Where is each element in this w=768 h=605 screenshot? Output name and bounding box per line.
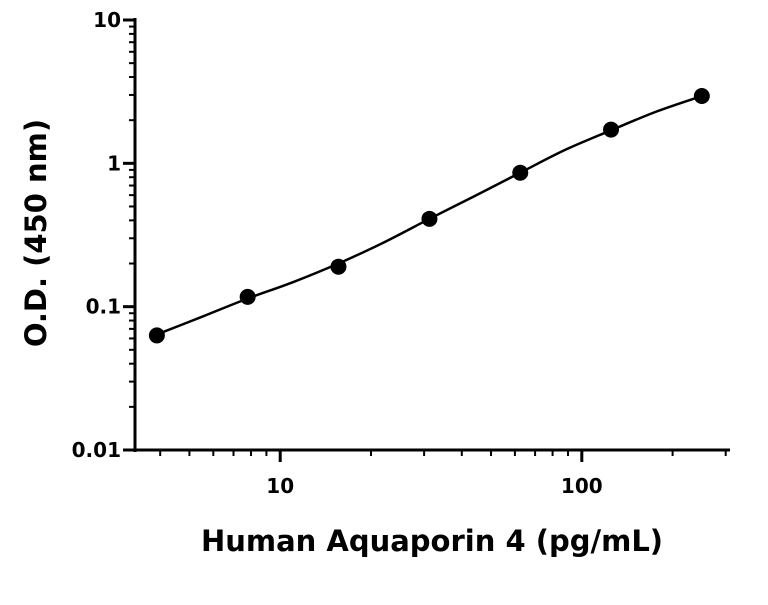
- data-point: [603, 121, 620, 138]
- data-point: [421, 210, 438, 227]
- axis-ticks: [123, 18, 727, 462]
- axes: [133, 18, 730, 452]
- y-tick-label: 0.01: [72, 438, 121, 462]
- tick-labels: 0.01 0.1 1 10 10 100: [72, 8, 603, 498]
- x-tick-label: 100: [561, 474, 603, 498]
- data-point: [330, 258, 347, 275]
- y-axis-title: O.D. (450 nm): [19, 119, 53, 347]
- data-point: [239, 288, 256, 305]
- y-tick-label: 1: [107, 151, 121, 175]
- y-tick-label: 0.1: [86, 295, 121, 319]
- y-tick-label: 10: [93, 8, 121, 32]
- data-point: [148, 327, 165, 344]
- data-points: [148, 87, 710, 344]
- x-tick-label: 10: [266, 474, 294, 498]
- x-axis-title: Human Aquaporin 4 (pg/mL): [201, 524, 663, 558]
- data-point: [512, 164, 529, 181]
- data-point: [693, 87, 710, 104]
